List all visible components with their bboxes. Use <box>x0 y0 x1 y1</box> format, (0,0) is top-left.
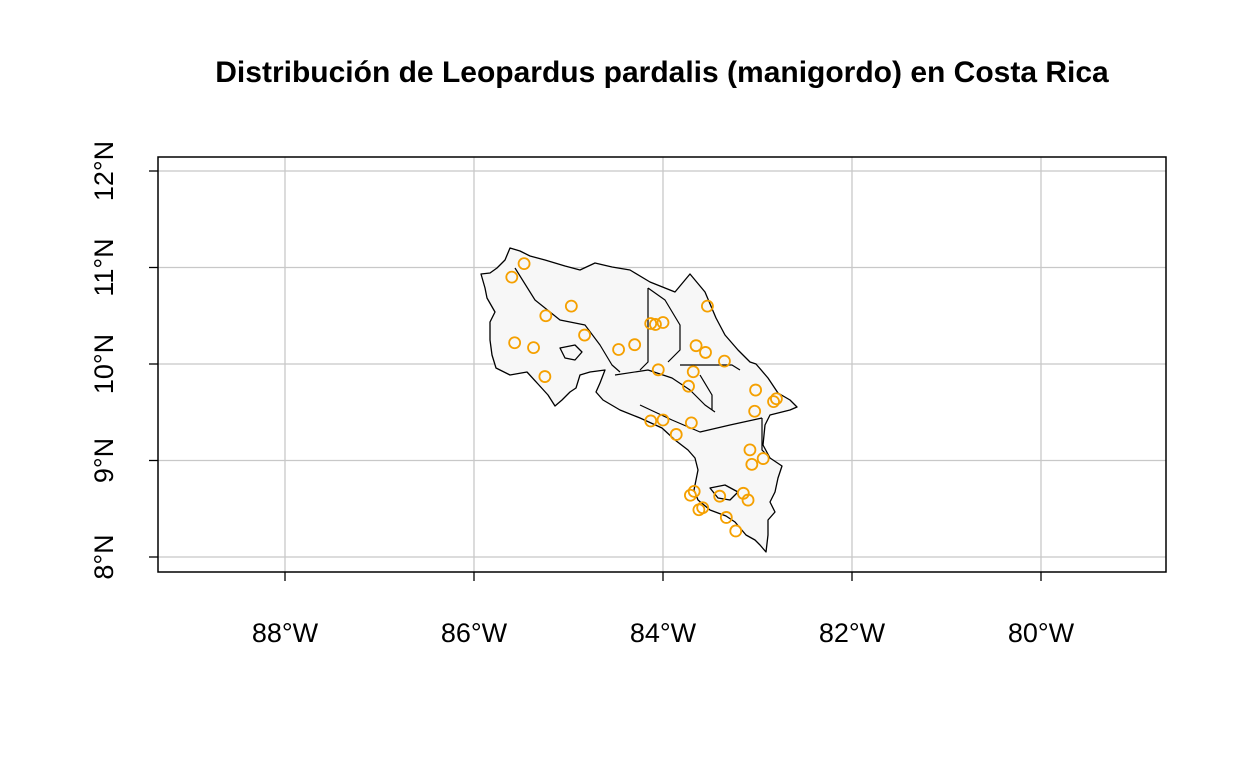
x-tick-label: 80°W <box>1008 618 1075 648</box>
occurrence-point <box>628 338 642 352</box>
occurrence-point <box>701 299 714 313</box>
province-borders <box>514 267 771 459</box>
occurrence-point <box>699 346 712 359</box>
province-border-guanacaste <box>514 267 621 373</box>
occurrence-point <box>538 370 552 383</box>
occurrence-point <box>682 379 695 393</box>
occurrence-point <box>741 493 755 507</box>
costa-rica-map <box>480 247 798 553</box>
y-axis: 8°N 9°N 10°N 11°N 12°N <box>89 141 158 580</box>
costa-rica-outline <box>480 247 798 553</box>
occurrence-point <box>687 484 701 498</box>
x-tick-label: 88°W <box>252 618 319 648</box>
occurrence-point <box>649 318 662 331</box>
occurrence-point <box>517 257 531 271</box>
occurrence-point <box>651 363 665 377</box>
x-tick-label: 82°W <box>819 618 886 648</box>
occurrence-point <box>508 336 522 350</box>
y-tick-label: 12°N <box>89 141 119 201</box>
occurrence-point <box>539 309 553 323</box>
occurrence-point <box>756 452 770 465</box>
occurrence-point <box>656 316 670 329</box>
occurrence-point <box>527 341 540 354</box>
occurrence-point <box>505 270 519 284</box>
province-border-cartago <box>699 374 713 410</box>
occurrence-point <box>686 365 700 379</box>
occurrence-point <box>578 328 591 342</box>
y-tick-label: 8°N <box>89 534 119 579</box>
occurrence-point <box>748 404 762 418</box>
y-tick-label: 11°N <box>89 238 119 296</box>
occurrence-point <box>656 413 670 427</box>
occurrence-point <box>770 392 783 406</box>
occurrence-point <box>767 395 780 409</box>
occurrence-point <box>692 503 706 517</box>
x-tick-label: 84°W <box>630 618 697 648</box>
province-border-central <box>614 369 716 413</box>
y-tick-label: 9°N <box>89 438 119 483</box>
occurrence-point <box>713 489 727 503</box>
province-border-heredia-limon <box>647 287 681 363</box>
occurrence-point <box>729 524 743 538</box>
occurrence-point <box>684 488 697 502</box>
occurrence-point <box>719 511 733 524</box>
occurrence-point <box>669 428 683 441</box>
province-border-alajuela-heredia <box>639 288 649 371</box>
occurrence-point <box>612 343 625 356</box>
province-border-limon-cartago <box>680 364 741 371</box>
y-tick-label: 10°N <box>89 334 119 394</box>
occurrence-point <box>743 443 757 457</box>
occurrence-point <box>564 299 578 313</box>
chart-title: Distribución de Leopardus pardalis (mani… <box>215 56 1109 89</box>
occurrence-point <box>745 457 759 471</box>
nicoya-gulf-islands <box>559 344 583 361</box>
x-axis: 88°W 86°W 84°W 82°W 80°W <box>252 572 1075 648</box>
occurrence-point <box>644 317 658 330</box>
occurrence-point <box>749 383 763 397</box>
occurrence-point <box>718 354 731 368</box>
occurrence-point <box>684 416 698 430</box>
occurrence-point <box>644 414 658 428</box>
occurrence-points <box>505 257 783 538</box>
x-tick-label: 86°W <box>441 618 508 648</box>
occurrence-point <box>689 339 703 353</box>
